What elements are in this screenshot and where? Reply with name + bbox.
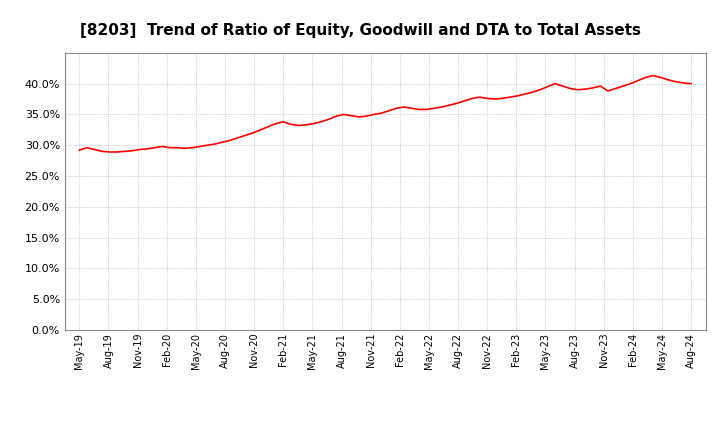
Equity [248, 130, 257, 136]
Line: Equity: Equity [79, 76, 691, 152]
Equity [226, 138, 235, 143]
Equity [573, 87, 582, 92]
Equity [558, 84, 567, 89]
Equity [75, 147, 84, 153]
Equity [687, 81, 696, 86]
Text: [8203]  Trend of Ratio of Equity, Goodwill and DTA to Total Assets: [8203] Trend of Ratio of Equity, Goodwil… [79, 23, 641, 38]
Equity [369, 112, 378, 117]
Equity [256, 127, 265, 132]
Equity [105, 149, 114, 154]
Equity [649, 73, 657, 78]
